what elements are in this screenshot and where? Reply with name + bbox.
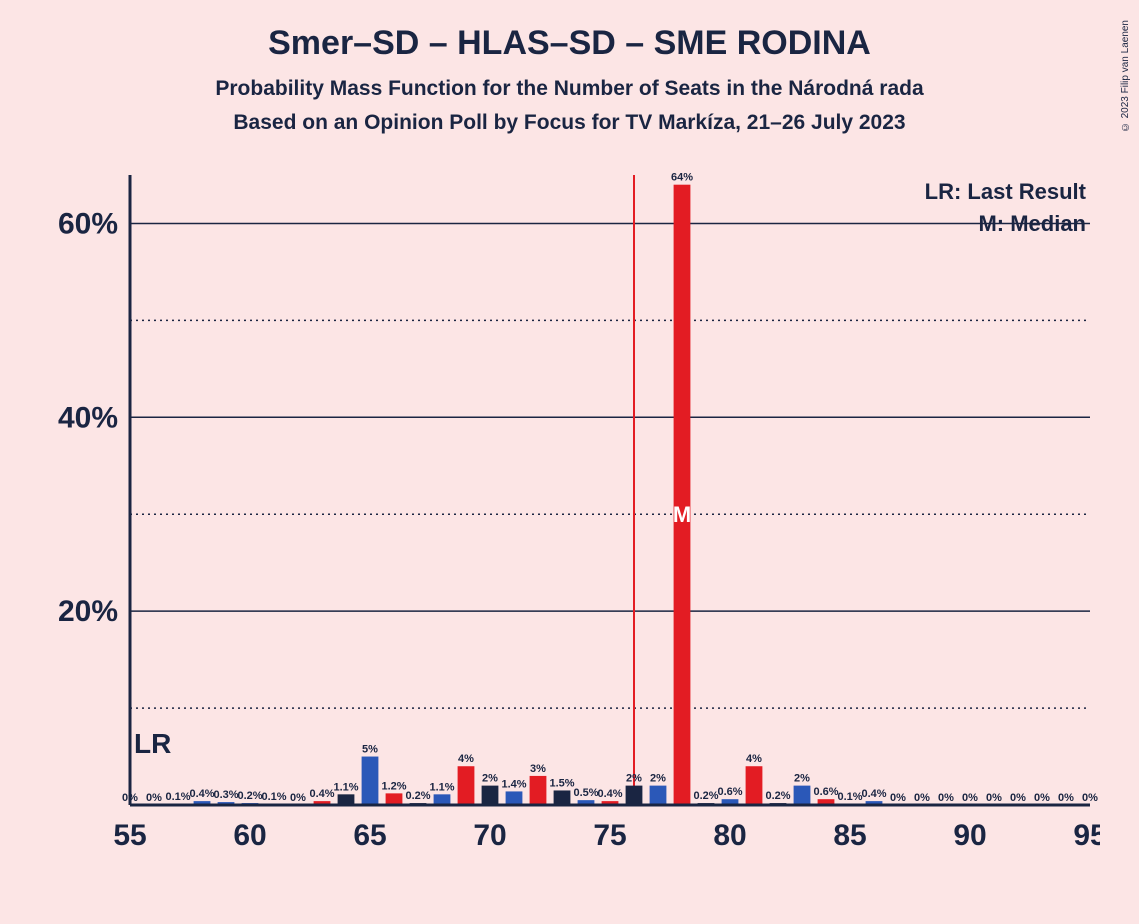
bar-label: 0.2%	[765, 790, 790, 802]
bar-label: 0.2%	[693, 790, 718, 802]
x-tick-label: 65	[353, 819, 386, 852]
bar-label: 0.2%	[237, 790, 262, 802]
bar	[674, 185, 691, 805]
chart-title: Smer–SD – HLAS–SD – SME RODINA	[0, 24, 1139, 63]
bar-label: 0.1%	[165, 791, 190, 803]
bar-label: 0.5%	[573, 787, 598, 799]
bar-label: 0%	[890, 792, 906, 804]
bar-label: 0.4%	[189, 788, 214, 800]
bar-label: 1.1%	[429, 781, 454, 793]
x-tick-label: 80	[713, 819, 746, 852]
bar-label: 1.1%	[333, 781, 358, 793]
bar-label: 1.4%	[501, 778, 526, 790]
bar	[554, 790, 571, 805]
copyright-text: © 2023 Filip van Laenen	[1120, 20, 1131, 132]
x-tick-label: 75	[593, 819, 626, 852]
x-tick-label: 85	[833, 819, 866, 852]
bar-label: 2%	[482, 773, 498, 785]
bar	[794, 786, 811, 805]
bar	[626, 786, 643, 805]
bar-label: 0.4%	[861, 788, 886, 800]
bar-label: 0%	[1010, 792, 1026, 804]
bar-label: 0.4%	[309, 788, 334, 800]
bar-label: 1.5%	[549, 777, 574, 789]
bar-label: 0.4%	[597, 788, 622, 800]
chart-subtitle: Probability Mass Function for the Number…	[0, 77, 1139, 101]
bar-label: 3%	[530, 763, 546, 775]
bar-label: 0%	[914, 792, 930, 804]
bar-label: 2%	[626, 773, 642, 785]
chart-area: 20%40%60%0%0%0.1%0.4%0.3%0.2%0.1%0%0.4%1…	[50, 165, 1100, 865]
bar-label: 0.2%	[405, 790, 430, 802]
bar	[338, 794, 355, 805]
bar-label: 1.2%	[381, 780, 406, 792]
bar-label: 64%	[671, 172, 693, 184]
legend-m: M: Median	[978, 211, 1086, 236]
bar	[530, 776, 547, 805]
bar-label: 0.6%	[813, 786, 838, 798]
bar-label: 2%	[650, 773, 666, 785]
bar	[746, 766, 763, 805]
bar-label: 0%	[938, 792, 954, 804]
lr-label: LR	[134, 728, 171, 759]
x-tick-label: 60	[233, 819, 266, 852]
chart-subtitle2: Based on an Opinion Poll by Focus for TV…	[0, 111, 1139, 135]
x-tick-label: 70	[473, 819, 506, 852]
bar-label: 0%	[290, 792, 306, 804]
bar	[650, 786, 667, 805]
bar-label: 0%	[1058, 792, 1074, 804]
bar	[434, 794, 451, 805]
bar	[458, 766, 475, 805]
bar-label: 4%	[458, 753, 474, 765]
chart-svg: 20%40%60%0%0%0.1%0.4%0.3%0.2%0.1%0%0.4%1…	[50, 165, 1100, 865]
x-tick-label: 55	[113, 819, 146, 852]
bar	[506, 791, 523, 805]
bar	[362, 757, 379, 805]
bar-label: 5%	[362, 744, 378, 756]
y-tick-label: 60%	[58, 207, 118, 240]
y-tick-label: 20%	[58, 595, 118, 628]
x-tick-label: 90	[953, 819, 986, 852]
bar-label: 0%	[146, 792, 162, 804]
y-tick-label: 40%	[58, 401, 118, 434]
x-tick-label: 95	[1073, 819, 1100, 852]
bar-label: 0%	[986, 792, 1002, 804]
legend-lr: LR: Last Result	[925, 179, 1087, 204]
bar-label: 2%	[794, 773, 810, 785]
bar	[386, 793, 403, 805]
median-label: M	[673, 502, 691, 527]
bar-label: 0.3%	[213, 789, 238, 801]
bar-label: 0.1%	[261, 791, 286, 803]
bar-label: 4%	[746, 753, 762, 765]
bar-label: 0%	[1034, 792, 1050, 804]
bar-label: 0.1%	[837, 791, 862, 803]
bar-label: 0%	[962, 792, 978, 804]
title-block: Smer–SD – HLAS–SD – SME RODINA Probabili…	[0, 0, 1139, 135]
bar-label: 0.6%	[717, 786, 742, 798]
bar-label: 0%	[1082, 792, 1098, 804]
bar	[482, 786, 499, 805]
